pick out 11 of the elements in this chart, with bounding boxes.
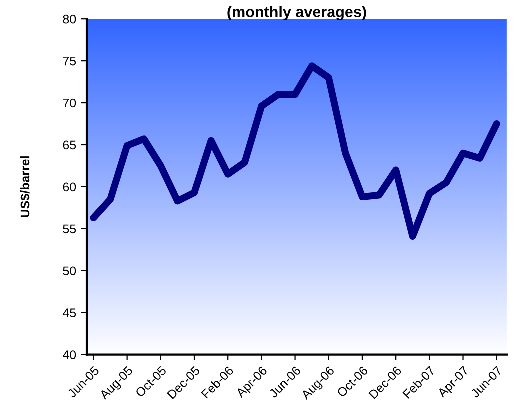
y-tick-label: 75 [63, 56, 76, 66]
y-tick-label: 40 [62, 350, 76, 360]
chart-title: (monthly averages) [228, 6, 366, 21]
y-tick-label: 60 [63, 182, 76, 192]
y-axis-title: US$/barrel [20, 156, 30, 218]
y-tick-label: 65 [63, 140, 76, 150]
y-tick-label: 50 [63, 266, 76, 276]
y-tick-label: 70 [63, 98, 76, 108]
y-tick-label: 55 [63, 224, 76, 234]
y-tick-label: 80 [63, 14, 76, 24]
y-tick-label: 45 [62, 308, 76, 318]
